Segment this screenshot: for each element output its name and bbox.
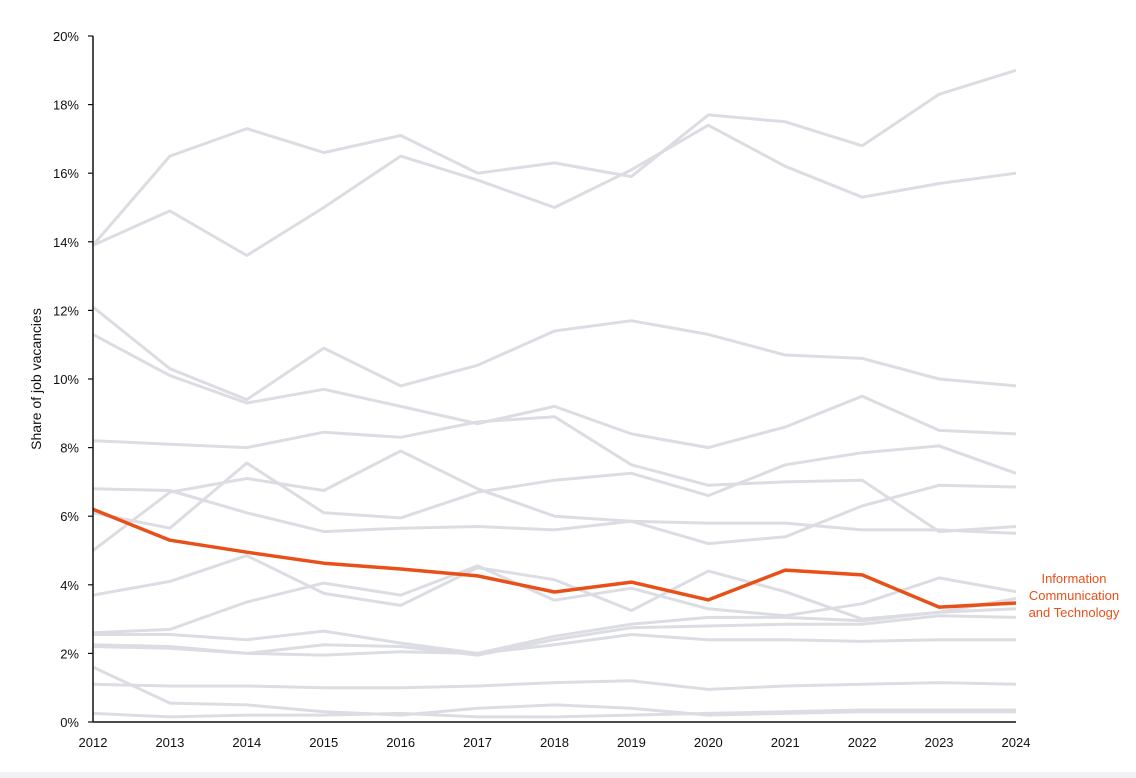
series-line-15	[92, 679, 1017, 691]
series-line-9	[92, 554, 1017, 621]
x-tick-label: 2016	[386, 735, 415, 750]
y-tick-label: 0%	[60, 715, 79, 730]
x-tick-label: 2014	[232, 735, 261, 750]
series-line-7	[92, 449, 1017, 552]
y-tick-label: 8%	[60, 441, 79, 456]
series-line-13	[92, 633, 1016, 657]
y-tick-label: 14%	[53, 235, 79, 250]
series-line-5	[92, 415, 1017, 534]
x-tick-label: 2022	[848, 735, 877, 750]
series-line-14	[92, 665, 1016, 717]
highlight-label-line-3: and Technology	[1029, 605, 1120, 620]
series-line-8	[92, 444, 1017, 530]
x-tick-label: 2013	[155, 735, 184, 750]
ict-series-line	[92, 507, 1017, 609]
x-tick-label: 2012	[79, 735, 108, 750]
y-tick-label: 12%	[53, 303, 79, 318]
y-tick-label: 6%	[60, 509, 79, 524]
series-line-16	[92, 708, 1016, 719]
x-tick-label: 2019	[617, 735, 646, 750]
x-tick-label: 2018	[540, 735, 569, 750]
series-line-2	[92, 123, 1017, 257]
series-line-1	[91, 68, 1017, 247]
x-tick-label: 2020	[694, 735, 723, 750]
x-tick-label: 2017	[463, 735, 492, 750]
y-tick-label: 2%	[60, 646, 79, 661]
y-tick-label: 20%	[53, 29, 79, 44]
y-tick-label: 10%	[53, 372, 79, 387]
x-tick-label: 2023	[925, 735, 954, 750]
highlight-label-line-2: Communication	[1029, 588, 1119, 603]
y-tick-label: 4%	[60, 578, 79, 593]
y-tick-label: 18%	[53, 98, 79, 113]
background-series	[91, 68, 1017, 719]
highlight-series	[92, 507, 1017, 609]
series-line-10	[92, 564, 1017, 635]
x-tick-label: 2024	[1002, 735, 1031, 750]
x-tick-label: 2021	[771, 735, 800, 750]
series-line-3	[92, 305, 1017, 402]
y-tick-label: 16%	[53, 166, 79, 181]
series-line-6	[92, 487, 1017, 535]
highlight-label-line-1: Information	[1041, 571, 1106, 586]
y-axis-label: Share of job vacancies	[28, 308, 44, 450]
axes: 0% 2% 4% 6% 8% 10% 12% 14% 16% 18% 20% 2012 2013 2014…	[53, 29, 1030, 750]
series-line-11	[93, 597, 1017, 655]
series-line-4	[92, 333, 1017, 450]
x-tick-label: 2015	[309, 735, 338, 750]
footer-strip	[0, 772, 1136, 778]
